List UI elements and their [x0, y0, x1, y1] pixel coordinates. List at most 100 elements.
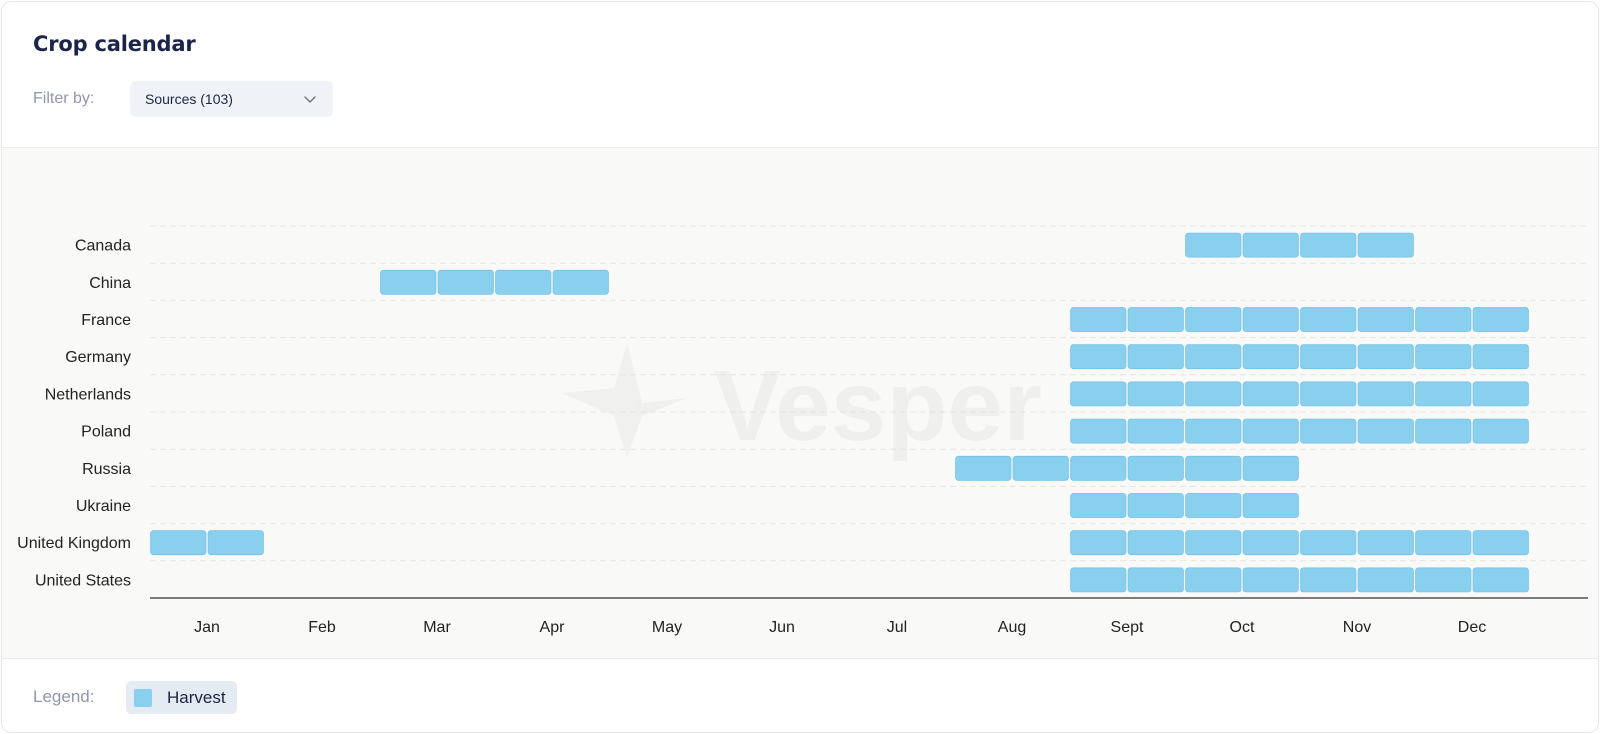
x-tick-label: May — [652, 619, 682, 636]
chart-area: Vesper Canada China France Germany Netherland… — [2, 147, 1598, 659]
row-label: Poland — [81, 424, 131, 441]
harvest-bar — [1472, 381, 1529, 407]
harvest-bar — [1415, 418, 1472, 444]
harvest-bar — [1070, 418, 1127, 444]
harvest-bar — [1300, 418, 1357, 444]
x-tick-label: Dec — [1458, 619, 1486, 636]
harvest-bar — [1300, 344, 1357, 370]
harvest-bar — [1070, 567, 1127, 593]
page-title: Crop calendar — [33, 32, 196, 56]
harvest-bar — [1242, 418, 1299, 444]
harvest-bar — [1357, 232, 1414, 258]
x-tick-label: Feb — [308, 619, 336, 636]
x-tick-label: Aug — [998, 619, 1026, 636]
harvest-bar — [1357, 307, 1414, 332]
harvest-bar — [1415, 307, 1472, 332]
harvest-bar — [1472, 344, 1529, 370]
harvest-bar — [1415, 530, 1472, 556]
harvest-bar — [1300, 567, 1357, 593]
harvest-bar — [1357, 381, 1414, 407]
harvest-bar — [1242, 344, 1299, 370]
row-label: France — [81, 312, 131, 329]
row-label: Germany — [65, 349, 131, 366]
harvest-bar — [1127, 455, 1184, 481]
harvest-bar — [955, 455, 1012, 481]
harvest-bar — [1242, 530, 1299, 556]
harvest-bar — [1127, 344, 1184, 370]
watermark-star-icon — [562, 343, 687, 458]
crop-calendar-chart: Vesper Canada China France Germany Netherland… — [17, 225, 1588, 636]
harvest-bar — [1185, 381, 1242, 407]
harvest-bar — [1300, 381, 1357, 407]
harvest-bar — [495, 269, 552, 295]
harvest-bar — [1242, 455, 1299, 481]
harvest-bar — [1127, 567, 1184, 593]
harvest-bar — [1070, 307, 1127, 332]
harvest-bar — [1185, 530, 1242, 556]
watermark-logo: Vesper — [562, 343, 1042, 462]
harvest-bar — [437, 269, 494, 295]
chevron-down-icon — [304, 96, 316, 103]
filter-value: Sources (103) — [145, 91, 233, 107]
harvest-bar — [150, 530, 207, 556]
x-tick-label: Jun — [769, 619, 795, 636]
row-label: China — [89, 275, 131, 292]
legend-item-harvest[interactable]: Harvest — [126, 681, 237, 714]
harvest-bar — [380, 269, 437, 295]
harvest-bar — [1185, 307, 1242, 332]
row-label: Ukraine — [76, 498, 131, 515]
harvest-bar — [1070, 530, 1127, 556]
filter-label: Filter by: — [33, 90, 95, 107]
x-tick-label: Mar — [423, 619, 451, 636]
harvest-bar — [1185, 567, 1242, 593]
harvest-bar — [1242, 307, 1299, 332]
harvest-bar — [1472, 567, 1529, 593]
x-tick-label: Sept — [1111, 619, 1144, 636]
watermark-text: Vesper — [714, 350, 1042, 462]
harvest-bar — [1070, 455, 1127, 481]
harvest-bar — [1070, 493, 1127, 518]
harvest-bar — [1415, 381, 1472, 407]
harvest-bar — [1357, 344, 1414, 370]
harvest-bar — [1300, 530, 1357, 556]
harvest-bar — [1127, 307, 1184, 332]
row-label: Russia — [82, 461, 131, 478]
row-label: United Kingdom — [17, 535, 131, 552]
harvest-bar — [1300, 307, 1357, 332]
harvest-bar — [1472, 530, 1529, 556]
harvest-bar — [1127, 381, 1184, 407]
harvest-bar — [1185, 418, 1242, 444]
harvest-bar — [1185, 455, 1242, 481]
x-tick-label: Oct — [1230, 619, 1255, 636]
harvest-bar — [1185, 493, 1242, 518]
x-tick-label: Apr — [540, 619, 566, 636]
harvest-bar — [1357, 530, 1414, 556]
harvest-bar — [1012, 455, 1069, 481]
harvest-bar — [1300, 232, 1357, 258]
row-label: Netherlands — [45, 386, 131, 403]
harvest-bar — [1127, 418, 1184, 444]
row-label: Canada — [75, 238, 131, 255]
harvest-bar — [1357, 567, 1414, 593]
harvest-bar — [207, 530, 264, 556]
harvest-bar — [1415, 344, 1472, 370]
harvest-bar — [1242, 232, 1299, 258]
harvest-bar — [1242, 493, 1299, 518]
harvest-bar — [1357, 418, 1414, 444]
x-tick-label: Jan — [194, 619, 220, 636]
harvest-bar — [1242, 567, 1299, 593]
harvest-bar — [1185, 344, 1242, 370]
harvest-bar — [1472, 307, 1529, 332]
legend-item-label: Harvest — [167, 688, 226, 707]
harvest-bar — [1070, 381, 1127, 407]
sources-filter-dropdown[interactable]: Sources (103) — [130, 81, 333, 117]
harvest-bar — [1472, 418, 1529, 444]
harvest-bar — [1127, 493, 1184, 518]
harvest-bar — [552, 269, 609, 295]
harvest-bar — [1127, 530, 1184, 556]
harvest-bar — [1185, 232, 1242, 258]
row-label: United States — [35, 572, 131, 589]
harvest-bar — [1242, 381, 1299, 407]
legend-label: Legend: — [33, 687, 95, 706]
